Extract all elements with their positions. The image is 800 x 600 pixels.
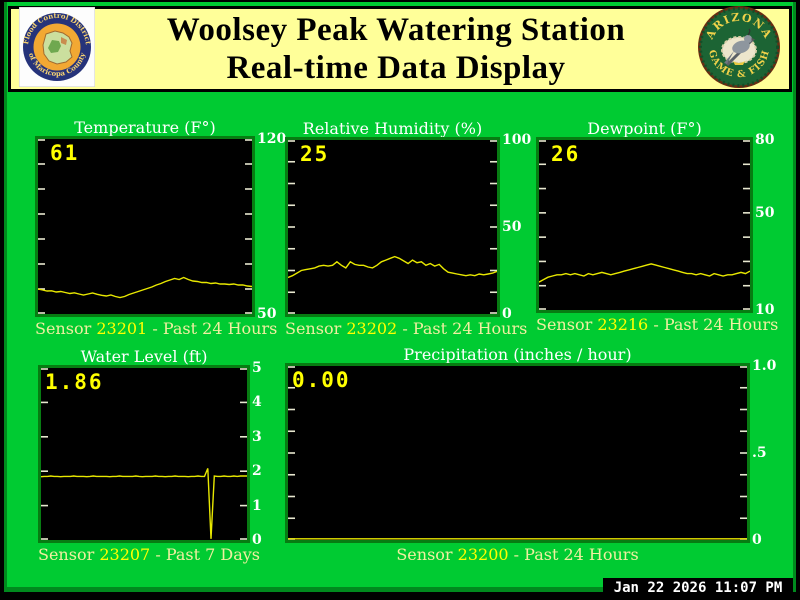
page-title-line1: Woolsey Peak Watering Station <box>166 12 626 48</box>
water-level-sensor-caption: Sensor 23207 - Past 7 Days <box>38 545 260 564</box>
sensor-id: 23216 <box>597 315 649 334</box>
page-title-line2: Real-time Data Display <box>226 50 566 86</box>
sensor-label: Sensor <box>35 319 92 338</box>
y-axis-tick-label: 0 <box>752 532 762 548</box>
water-level-chart-canvas <box>41 368 247 540</box>
water-level-y-axis-labels: 5 4 3 2 1 0 <box>252 361 288 547</box>
temperature-chart-canvas <box>38 139 252 314</box>
y-axis-tick-label: 80 <box>755 132 775 148</box>
page-title: Woolsey Peak Watering Station Real-time … <box>95 11 697 87</box>
sensor-id: 23202 <box>346 319 398 338</box>
y-axis-tick-label: 2 <box>252 463 262 480</box>
precipitation-panel: Precipitation (inches / hour) 0.00 1.0 .5… <box>285 345 776 564</box>
humidity-chart-canvas <box>288 140 497 314</box>
humidity-title: Relative Humidity (%) <box>302 119 483 138</box>
humidity-panel: Relative Humidity (%) 25 100 50 0 Sensor 2… <box>285 119 531 338</box>
precipitation-sensor-caption: Sensor 23200 - Past 24 Hours <box>285 545 750 564</box>
y-axis-tick-label: 3 <box>252 428 262 445</box>
temperature-sensor-caption: Sensor 23201 - Past 24 Hours <box>35 319 277 338</box>
humidity-sensor-caption: Sensor 23202 - Past 24 Hours <box>285 319 527 338</box>
sensor-period: - Past 24 Hours <box>513 545 639 564</box>
sensor-id: 23201 <box>96 319 148 338</box>
y-axis-tick-label: 50 <box>502 219 522 235</box>
y-axis-tick-label: 10 <box>755 302 775 318</box>
humidity-current-value: 25 <box>300 142 330 166</box>
temperature-current-value: 61 <box>50 141 80 165</box>
sensor-id: 23200 <box>457 545 509 564</box>
header-banner: Flood Control District of Maricopa Count… <box>8 6 792 92</box>
temperature-panel: Temperature (F°) 61 120 50 Sensor 23201 -… <box>35 118 286 338</box>
sensor-label: Sensor <box>536 315 593 334</box>
humidity-y-axis-labels: 100 50 0 <box>502 133 538 321</box>
sensor-period: - Past 24 Hours <box>152 319 278 338</box>
flood-control-district-logo: Flood Control District of Maricopa Count… <box>18 6 96 91</box>
water-level-panel: Water Level (ft) 1.86 5 4 3 2 1 0 Sensor 2320… <box>38 347 262 564</box>
arizona-game-fish-logo: ARIZONA GAME & FISH <box>697 5 781 93</box>
water-level-title: Water Level (ft) <box>80 347 208 366</box>
y-axis-tick-label: .5 <box>752 445 767 461</box>
sensor-period: - Past 7 Days <box>155 545 261 564</box>
y-axis-tick-label: 1 <box>252 497 262 514</box>
dewpoint-panel: Dewpoint (F°) 26 80 50 10 Sensor 23216 - P… <box>536 119 778 334</box>
y-axis-tick-label: 0 <box>502 306 512 322</box>
sensor-period: - Past 24 Hours <box>653 315 779 334</box>
sensor-label: Sensor <box>285 319 342 338</box>
precipitation-current-value: 0.00 <box>292 368 351 392</box>
dewpoint-current-value: 26 <box>551 142 581 166</box>
water-level-current-value: 1.86 <box>45 370 104 394</box>
temperature-y-axis-labels: 120 50 <box>257 132 293 321</box>
y-axis-tick-label: 4 <box>252 394 262 411</box>
precipitation-chart-canvas <box>288 366 747 540</box>
y-axis-tick-label: 5 <box>252 360 262 376</box>
dewpoint-plot: 26 80 50 10 <box>536 133 774 317</box>
y-axis-tick-label: 50 <box>257 306 277 322</box>
sensor-period: - Past 24 Hours <box>402 319 528 338</box>
precipitation-plot: 0.00 1.0 .5 0 <box>285 359 776 547</box>
temperature-title: Temperature (F°) <box>74 118 216 137</box>
sensor-label: Sensor <box>38 545 95 564</box>
y-axis-tick-label: 0 <box>252 532 262 548</box>
sensor-label: Sensor <box>396 545 453 564</box>
y-axis-tick-label: 120 <box>257 131 287 147</box>
quail-and-wreath-art <box>721 28 757 67</box>
dewpoint-y-axis-labels: 80 50 10 <box>755 133 791 317</box>
precipitation-y-axis-labels: 1.0 .5 0 <box>752 359 788 547</box>
timestamp: Jan 22 2026 11:07 PM <box>603 578 793 599</box>
y-axis-tick-label: 100 <box>502 132 532 148</box>
dewpoint-sensor-caption: Sensor 23216 - Past 24 Hours <box>536 315 778 334</box>
humidity-plot: 25 100 50 0 <box>285 133 531 321</box>
dewpoint-chart-canvas <box>539 140 750 310</box>
y-axis-tick-label: 1.0 <box>752 358 777 374</box>
sensor-id: 23207 <box>99 545 151 564</box>
y-axis-tick-label: 50 <box>755 205 775 222</box>
temperature-plot: 61 120 50 <box>35 132 286 321</box>
precipitation-title: Precipitation (inches / hour) <box>403 345 632 364</box>
water-level-plot: 1.86 5 4 3 2 1 0 <box>38 361 262 547</box>
dewpoint-title: Dewpoint (F°) <box>587 119 702 138</box>
